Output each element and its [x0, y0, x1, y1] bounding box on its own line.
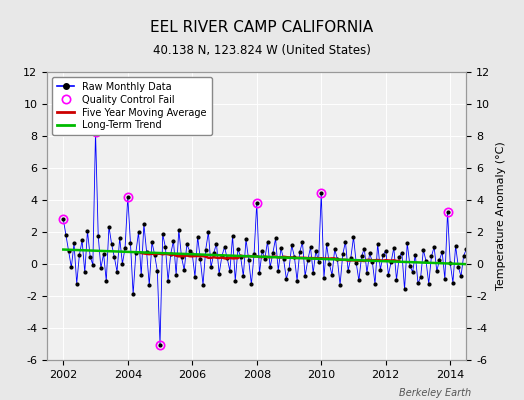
Y-axis label: Temperature Anomaly (°C): Temperature Anomaly (°C): [496, 142, 506, 290]
Legend: Raw Monthly Data, Quality Control Fail, Five Year Moving Average, Long-Term Tren: Raw Monthly Data, Quality Control Fail, …: [52, 77, 212, 135]
Text: 40.138 N, 123.824 W (United States): 40.138 N, 123.824 W (United States): [153, 44, 371, 57]
Text: EEL RIVER CAMP CALIFORNIA: EEL RIVER CAMP CALIFORNIA: [150, 20, 374, 35]
Text: Berkeley Earth: Berkeley Earth: [399, 388, 472, 398]
